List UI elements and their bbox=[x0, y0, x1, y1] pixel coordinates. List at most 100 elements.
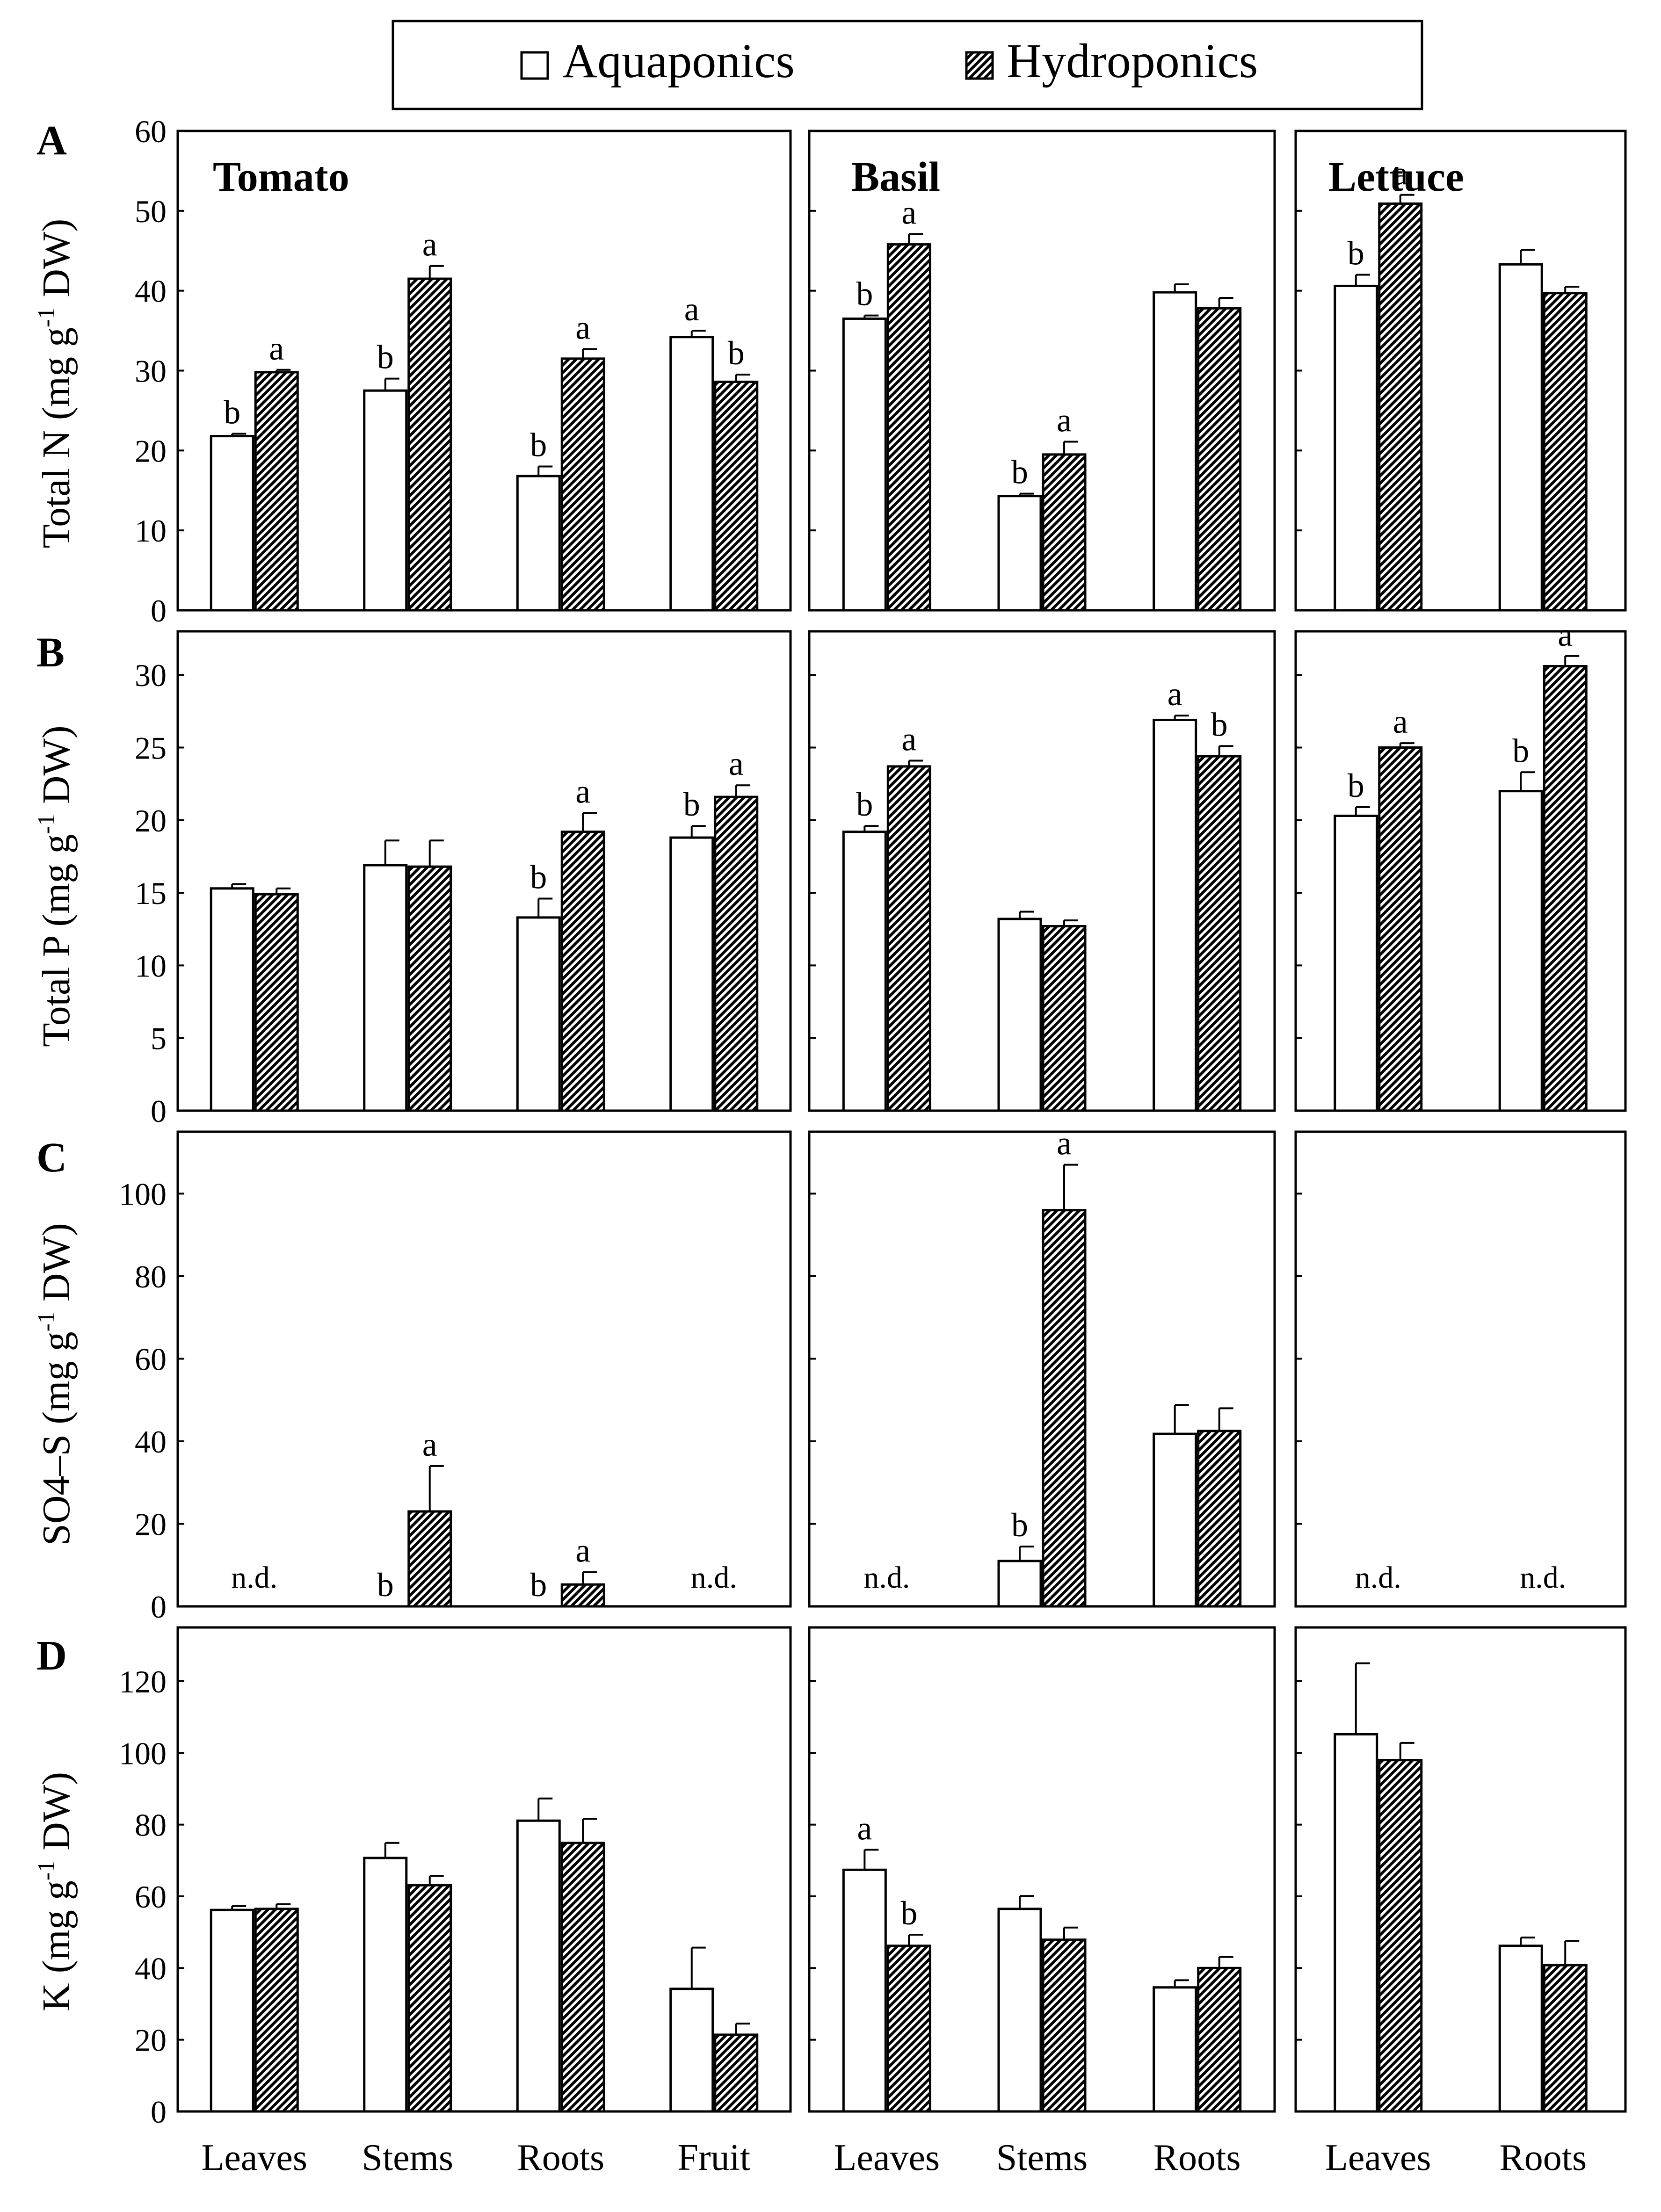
significance-letter: a bbox=[575, 309, 590, 346]
significance-letter: a bbox=[1393, 703, 1408, 740]
bar-hydroponics-stems bbox=[1042, 453, 1087, 612]
y-tick-label: 25 bbox=[135, 730, 167, 766]
bar-hydroponics-stems bbox=[407, 277, 452, 612]
bar-hydroponics-roots bbox=[1543, 292, 1588, 612]
bar-hydroponics-fruit bbox=[714, 380, 759, 612]
panel-d-basil: a b Leaves Stems Roots bbox=[808, 1626, 1276, 2178]
significance-letter: b bbox=[377, 339, 394, 376]
x-tick-label-roots: Roots bbox=[1499, 2137, 1587, 2178]
significance-letter: b bbox=[728, 334, 745, 372]
bar-hydroponics-leaves bbox=[254, 893, 299, 1112]
bar-aquaponics-leaves bbox=[210, 1908, 254, 2113]
y-tick-label: 60 bbox=[135, 1341, 167, 1377]
significance-letter: a bbox=[422, 226, 437, 263]
bar-aquaponics-roots bbox=[1498, 1945, 1543, 2113]
panel-c-basil: n.d. b a bbox=[808, 1125, 1276, 1608]
y-tick-label: 20 bbox=[135, 803, 167, 839]
x-tick-label-roots: Roots bbox=[1153, 2137, 1241, 2178]
significance-letter: a bbox=[269, 330, 284, 367]
bar-aquaponics-leaves bbox=[842, 1868, 887, 2113]
y-tick-label: 60 bbox=[135, 114, 167, 149]
y-tick-label: 80 bbox=[135, 1807, 167, 1843]
panel-d-tomato: 0 20 40 60 80 100 120 Leaves Stems Roots Fruit bbox=[119, 1626, 792, 2178]
y-axis-title-a: Total N (mg g-1 DW) bbox=[33, 219, 78, 549]
x-tick-label-leaves: Leaves bbox=[201, 2137, 307, 2178]
significance-letter: a bbox=[1057, 1125, 1072, 1162]
y-tick-label: 80 bbox=[135, 1259, 167, 1294]
y-axis-title-c: SO4–S (mg g-1 DW) bbox=[33, 1223, 78, 1546]
significance-letter: b bbox=[530, 426, 547, 464]
significance-letter: a bbox=[857, 1809, 872, 1847]
x-tick-label-roots: Roots bbox=[517, 2137, 604, 2178]
significance-letter: b bbox=[683, 786, 700, 823]
y-tick-label: 0 bbox=[151, 1589, 167, 1625]
bar-aquaponics-roots bbox=[516, 475, 561, 612]
row-letter-b: B bbox=[36, 629, 65, 676]
legend-box bbox=[392, 20, 1423, 110]
bar-hydroponics-leaves bbox=[1378, 746, 1423, 1112]
y-tick-label: 40 bbox=[135, 1424, 167, 1460]
bar-hydroponics-leaves bbox=[886, 243, 931, 612]
y-tick-label: 100 bbox=[119, 1176, 167, 1212]
bar-aquaponics-leaves bbox=[1334, 284, 1378, 612]
y-axis-title-b: Total P (mg g-1 DW) bbox=[33, 725, 78, 1047]
bar-hydroponics-leaves bbox=[254, 1908, 299, 2113]
bar-aquaponics-leaves bbox=[210, 435, 254, 612]
bar-aquaponics-fruit bbox=[669, 836, 714, 1112]
bar-aquaponics-stems bbox=[997, 918, 1042, 1112]
bar-aquaponics-roots bbox=[1153, 1432, 1197, 1608]
bar-aquaponics-roots bbox=[1498, 263, 1543, 612]
not-detected-label: n.d. bbox=[1355, 1561, 1401, 1595]
bar-aquaponics-stems bbox=[363, 1857, 408, 2113]
y-tick-label: 10 bbox=[135, 513, 167, 549]
significance-letter: b bbox=[1348, 767, 1364, 804]
y-tick-label: 20 bbox=[135, 1506, 167, 1542]
legend: Aquaponics Hydroponics bbox=[392, 20, 1423, 110]
bar-aquaponics-leaves bbox=[1334, 814, 1378, 1112]
bar-hydroponics-stems bbox=[407, 865, 452, 1112]
bar-aquaponics-roots bbox=[516, 916, 561, 1112]
significance-letter: a bbox=[901, 720, 916, 758]
bar-hydroponics-roots bbox=[1197, 1966, 1242, 2113]
not-detected-label: n.d. bbox=[231, 1561, 277, 1595]
significance-letter: b bbox=[856, 786, 873, 823]
significance-letter: b bbox=[377, 1566, 394, 1604]
bar-aquaponics-stems bbox=[363, 389, 408, 612]
bar-aquaponics-stems bbox=[363, 864, 408, 1112]
significance-letter: a bbox=[1393, 155, 1408, 192]
y-tick-label: 0 bbox=[151, 593, 167, 629]
bar-aquaponics-stems bbox=[997, 495, 1042, 612]
panel-frame bbox=[1294, 630, 1627, 1112]
bar-hydroponics-roots bbox=[560, 1583, 605, 1608]
x-tick-label-leaves: Leaves bbox=[834, 2137, 940, 2178]
bar-aquaponics-roots bbox=[1498, 790, 1543, 1112]
panel-frame bbox=[1294, 1130, 1627, 1608]
significance-letter: a bbox=[575, 773, 590, 810]
significance-letter: b bbox=[1011, 1506, 1028, 1544]
crop-title-basil: Basil bbox=[851, 154, 940, 200]
legend-label-aquaponics: Aquaponics bbox=[562, 34, 795, 88]
y-tick-label: 40 bbox=[135, 1951, 167, 1986]
bar-hydroponics-roots bbox=[1543, 665, 1588, 1112]
y-tick-label: 5 bbox=[151, 1021, 167, 1056]
bar-aquaponics-fruit bbox=[669, 336, 714, 612]
bar-hydroponics-roots bbox=[1197, 755, 1242, 1112]
bar-aquaponics-roots bbox=[516, 1819, 561, 2113]
significance-letter: a bbox=[684, 290, 699, 328]
y-tick-label: 10 bbox=[135, 948, 167, 983]
significance-letter: a bbox=[901, 194, 916, 231]
bar-hydroponics-roots bbox=[560, 1842, 605, 2113]
significance-letter: b bbox=[856, 275, 873, 313]
bar-hydroponics-stems bbox=[1042, 925, 1087, 1112]
panel-frame bbox=[176, 1626, 792, 2113]
y-tick-label: 40 bbox=[135, 274, 167, 309]
significance-letter: a bbox=[575, 1532, 590, 1569]
significance-letter: b bbox=[1011, 454, 1028, 491]
bar-hydroponics-stems bbox=[407, 1510, 452, 1608]
y-tick-label: 60 bbox=[135, 1879, 167, 1915]
